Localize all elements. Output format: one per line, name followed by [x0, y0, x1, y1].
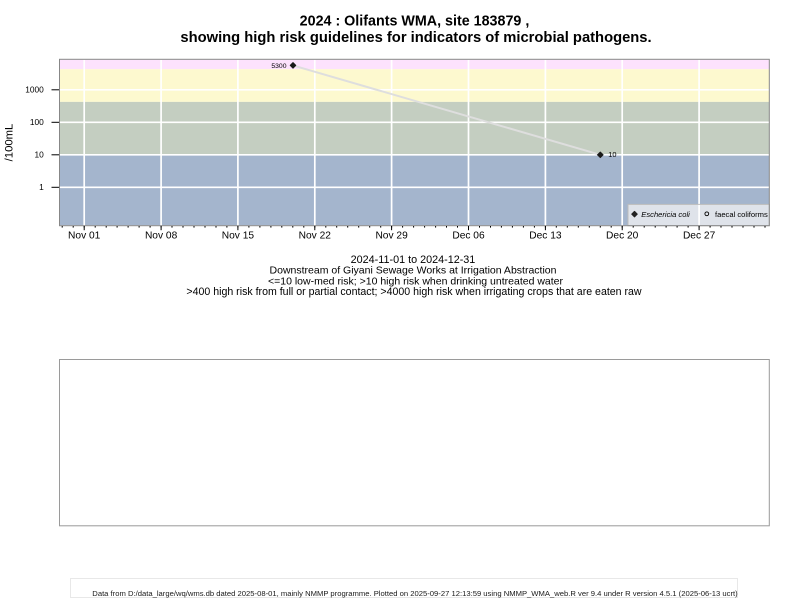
svg-text:Nov 22: Nov 22 [299, 231, 332, 242]
svg-text:1: 1 [39, 182, 44, 192]
svg-text:10: 10 [35, 150, 45, 160]
svg-text:/100mL: /100mL [4, 124, 16, 162]
svg-text:Nov 15: Nov 15 [222, 231, 255, 242]
svg-text:5300: 5300 [271, 63, 286, 70]
svg-text:faecal coliforms: faecal coliforms [715, 210, 768, 219]
svg-text:Dec 27: Dec 27 [683, 231, 716, 242]
svg-text:Nov 29: Nov 29 [375, 231, 408, 242]
svg-text:<=10 low-med risk; >10 high ri: <=10 low-med risk; >10 high risk when dr… [268, 275, 564, 287]
svg-text:Eschericia coli: Eschericia coli [641, 210, 690, 219]
svg-text:showing high risk guidelines f: showing high risk guidelines for indicat… [180, 30, 651, 46]
svg-text:Nov 01: Nov 01 [68, 231, 101, 242]
svg-text:>400 high risk from full or pa: >400 high risk from full or partial cont… [186, 286, 642, 298]
svg-text:Dec 06: Dec 06 [452, 231, 485, 242]
svg-text:10: 10 [608, 150, 616, 159]
svg-text:100: 100 [30, 117, 44, 127]
svg-text:Nov 08: Nov 08 [145, 231, 178, 242]
svg-text:Dec 13: Dec 13 [529, 231, 562, 242]
svg-text:Downstream of Giyani Sewage Wo: Downstream of Giyani Sewage Works at Irr… [270, 264, 557, 276]
svg-text:Dec 20: Dec 20 [606, 231, 639, 242]
svg-text:1000: 1000 [25, 85, 44, 95]
svg-text:Data from D:/data_large/wq/wms: Data from D:/data_large/wq/wms.db dated … [92, 589, 738, 598]
svg-text:2024-11-01 to 2024-12-31: 2024-11-01 to 2024-12-31 [351, 254, 476, 266]
svg-text:2024 : Olifants WMA, site 1838: 2024 : Olifants WMA, site 183879 , [300, 14, 530, 30]
